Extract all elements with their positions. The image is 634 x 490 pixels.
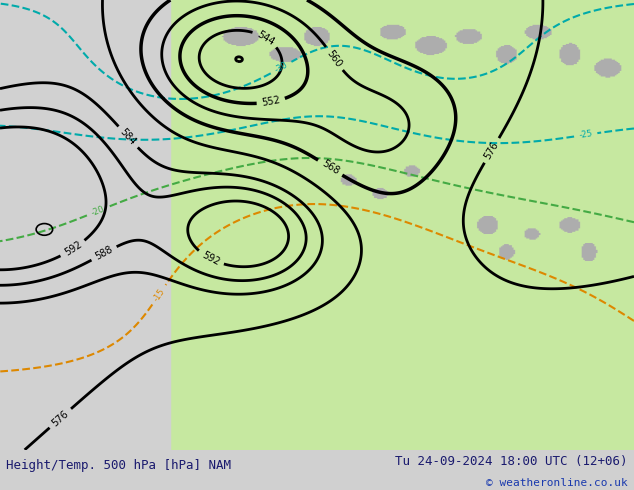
Text: Height/Temp. 500 hPa [hPa] NAM: Height/Temp. 500 hPa [hPa] NAM bbox=[6, 460, 231, 472]
Text: -25: -25 bbox=[578, 129, 593, 140]
Text: 584: 584 bbox=[118, 127, 138, 147]
Text: 552: 552 bbox=[261, 96, 281, 108]
Text: -30: -30 bbox=[273, 60, 289, 75]
Text: 568: 568 bbox=[320, 159, 340, 177]
Text: Tu 24-09-2024 18:00 UTC (12+06): Tu 24-09-2024 18:00 UTC (12+06) bbox=[395, 455, 628, 468]
Text: 592: 592 bbox=[200, 250, 221, 268]
Text: -20: -20 bbox=[90, 204, 106, 218]
Text: 576: 576 bbox=[50, 408, 70, 428]
Text: 588: 588 bbox=[93, 245, 115, 262]
Text: -15: -15 bbox=[152, 287, 167, 303]
Text: 544: 544 bbox=[255, 29, 276, 47]
Text: 592: 592 bbox=[62, 240, 84, 258]
Text: © weatheronline.co.uk: © weatheronline.co.uk bbox=[486, 478, 628, 488]
Text: 576: 576 bbox=[482, 140, 501, 161]
Text: 560: 560 bbox=[325, 48, 344, 69]
